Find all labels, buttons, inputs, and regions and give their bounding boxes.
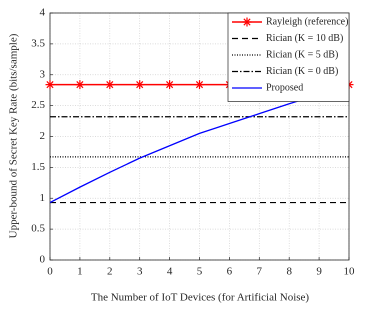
x-tick-label: 1 [77,266,83,278]
marker [105,80,115,90]
y-axis-label: Upper-bound of Secret Key Rate (bits/sam… [8,33,20,238]
marker-stroke [106,81,114,89]
legend-label: Rayleigh (reference) [266,16,348,27]
x-tick-label: 6 [227,266,233,278]
x-tick-label: 3 [137,266,143,278]
y-tick-label: 1.5 [31,161,45,173]
marker-stroke [195,81,204,89]
x-tick-label: 8 [286,266,292,278]
y-tick-label: 3.5 [31,37,45,49]
y-tick-label: 3 [40,68,46,80]
marker [45,80,55,90]
legend-label: Rician (K = 10 dB) [266,33,343,44]
marker [75,80,85,90]
marker-stroke [76,81,84,89]
y-tick-label: 4 [40,7,46,19]
legend-box [227,12,350,102]
plot-frame [49,12,350,261]
x-tick-label: 4 [167,266,173,278]
marker [165,80,175,90]
x-tick-label: 9 [316,266,322,278]
marker [195,80,204,90]
y-tick-label: 1 [40,192,46,204]
marker-stroke [136,81,144,89]
legend-label: Rician (K = 5 dB) [266,49,338,60]
y-tick-label: 2.5 [31,99,45,111]
legend-label: Rician (K = 0 dB) [266,66,338,77]
marker-stroke [166,81,174,89]
x-tick-label: 5 [197,266,203,278]
marker [135,80,145,90]
x-tick-label: 10 [344,266,356,278]
marker-stroke [46,81,54,89]
legend-label: Proposed [266,82,303,93]
x-tick-label: 0 [47,266,53,278]
x-tick-label: 2 [107,266,113,278]
x-axis-label: The Number of IoT Devices (for Artificia… [91,292,310,304]
y-tick-label: 0 [40,254,46,266]
marker-stroke [243,18,251,26]
y-tick-label: 2 [40,130,46,142]
y-tick-label: 0.5 [31,223,45,235]
x-tick-label: 7 [257,266,263,278]
legend: Rayleigh (reference) Rician (K = 10 dB) Ri… [227,12,350,102]
